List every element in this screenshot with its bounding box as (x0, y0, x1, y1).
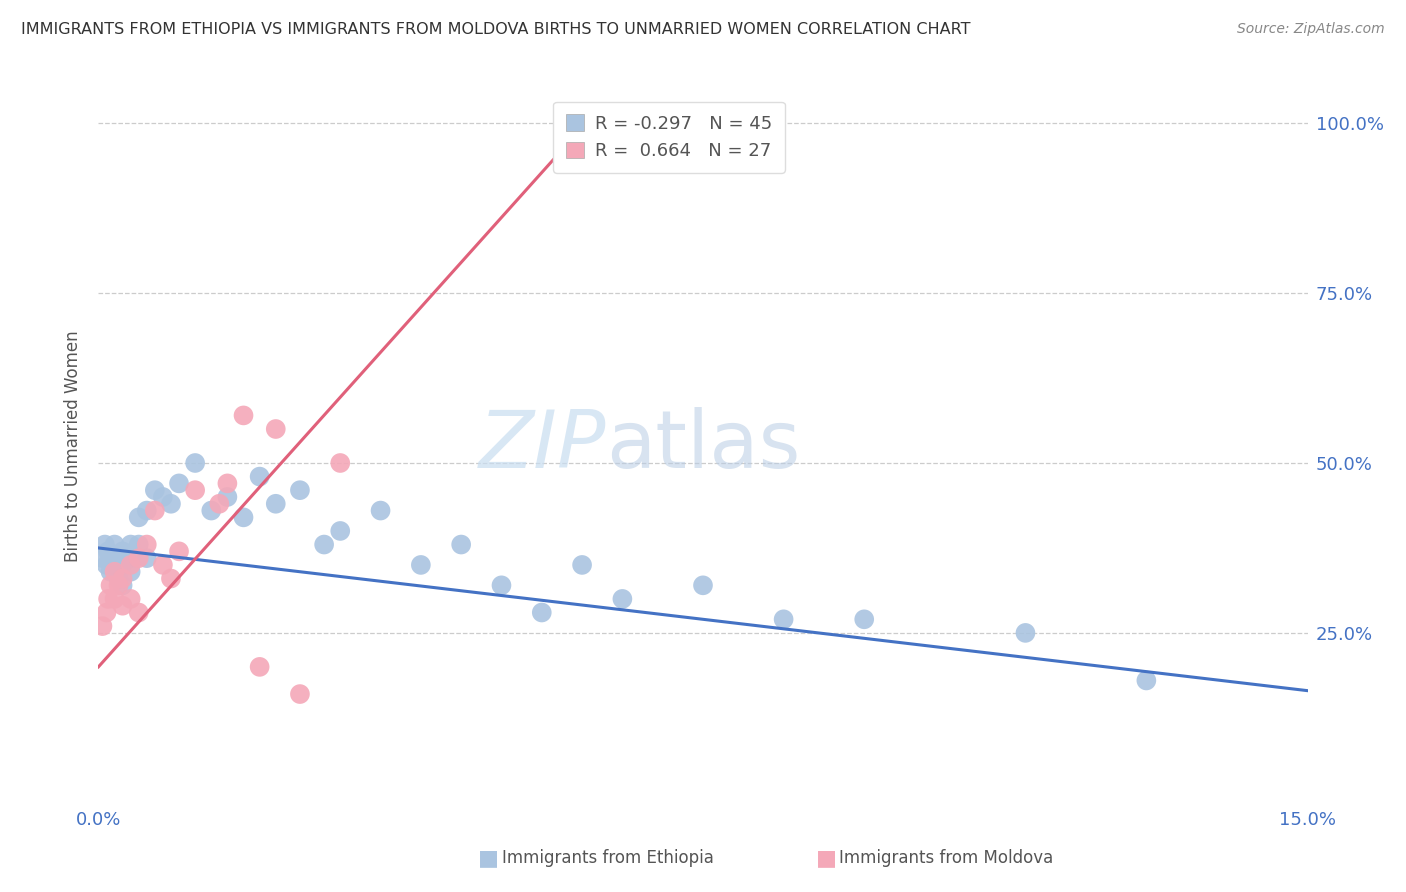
Point (167, 476, 190, 491)
Point (120, 591, 142, 606)
Point (128, 510, 150, 524)
Point (329, 456, 352, 470)
Point (100, 578, 122, 592)
Point (111, 599, 134, 613)
Point (107, 578, 129, 592)
Point (120, 565, 142, 579)
Point (160, 497, 183, 511)
Point (135, 551, 157, 566)
Point (249, 660, 271, 674)
Text: ZIP: ZIP (479, 407, 606, 485)
Point (370, 503, 392, 517)
Point (217, 476, 239, 491)
Point (105, 558, 128, 572)
Point (115, 551, 138, 566)
Point (96, 558, 118, 572)
Point (232, 510, 254, 524)
Point (491, 578, 513, 592)
Point (772, 612, 794, 626)
Point (120, 558, 142, 572)
Point (128, 606, 150, 620)
Point (94, 537, 117, 551)
Point (120, 537, 142, 551)
Point (91, 551, 114, 566)
Point (91, 619, 114, 633)
Point (120, 551, 142, 566)
Point (97, 591, 120, 606)
Point (103, 537, 125, 551)
Point (329, 524, 352, 538)
Point (692, 578, 714, 592)
Point (1135, 673, 1157, 688)
Point (208, 497, 231, 511)
Point (160, 572, 183, 586)
Text: IMMIGRANTS FROM ETHIOPIA VS IMMIGRANTS FROM MOLDOVA BIRTHS TO UNMARRIED WOMEN CO: IMMIGRANTS FROM ETHIOPIA VS IMMIGRANTS F… (21, 22, 970, 37)
Point (1014, 626, 1036, 640)
Point (152, 558, 174, 572)
Point (288, 483, 311, 498)
Point (107, 572, 129, 586)
Point (314, 537, 336, 551)
Point (103, 591, 125, 606)
Point (530, 606, 553, 620)
Point (184, 483, 207, 498)
Text: Immigrants from Moldova: Immigrants from Moldova (839, 849, 1053, 867)
Point (450, 537, 472, 551)
Point (288, 687, 311, 701)
Point (853, 612, 876, 626)
Point (217, 490, 239, 504)
Point (200, 503, 222, 517)
Point (111, 558, 134, 572)
Text: ■: ■ (815, 848, 837, 868)
Point (264, 422, 287, 436)
Text: Source: ZipAtlas.com: Source: ZipAtlas.com (1237, 22, 1385, 37)
Point (612, 591, 634, 606)
Point (264, 497, 287, 511)
Point (103, 565, 125, 579)
Y-axis label: Births to Unmarried Women: Births to Unmarried Women (65, 330, 83, 562)
Text: ■: ■ (478, 848, 499, 868)
Text: Immigrants from Ethiopia: Immigrants from Ethiopia (502, 849, 714, 867)
Point (232, 409, 254, 423)
Legend: R = -0.297   N = 45, R =  0.664   N = 27: R = -0.297 N = 45, R = 0.664 N = 27 (553, 102, 785, 173)
Point (249, 469, 271, 483)
Point (135, 537, 157, 551)
Point (143, 483, 166, 498)
Point (555, 109, 578, 123)
Point (152, 490, 174, 504)
Point (184, 456, 207, 470)
Point (167, 544, 190, 558)
Text: atlas: atlas (606, 407, 800, 485)
Point (409, 558, 432, 572)
Point (128, 537, 150, 551)
Point (100, 565, 122, 579)
Point (111, 544, 134, 558)
Point (103, 551, 125, 566)
Point (97, 544, 120, 558)
Point (111, 578, 134, 592)
Point (135, 503, 157, 517)
Point (111, 572, 134, 586)
Point (571, 558, 593, 572)
Point (143, 503, 166, 517)
Point (96, 606, 118, 620)
Point (128, 551, 150, 566)
